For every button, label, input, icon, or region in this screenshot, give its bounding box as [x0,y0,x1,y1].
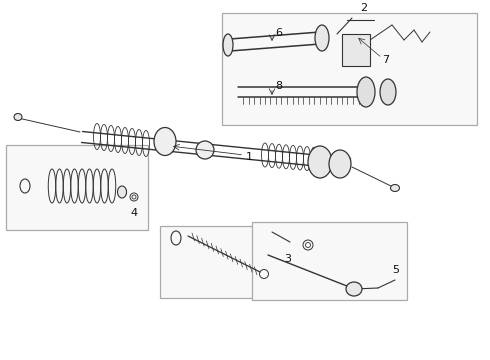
Ellipse shape [154,127,176,156]
Ellipse shape [391,185,399,192]
Ellipse shape [223,34,233,56]
Ellipse shape [380,79,396,105]
Text: 6: 6 [275,28,282,38]
Ellipse shape [346,282,362,296]
Text: 7: 7 [382,55,389,65]
Ellipse shape [14,113,22,121]
Text: 4: 4 [130,208,137,218]
Text: 5: 5 [392,265,399,275]
Bar [252,222,407,300]
Ellipse shape [329,150,351,178]
Text: 3: 3 [284,254,291,264]
Bar [222,13,477,125]
Ellipse shape [118,186,126,198]
Ellipse shape [308,146,332,178]
Polygon shape [342,34,370,66]
Text: 1: 1 [246,152,253,162]
Text: 8: 8 [275,81,282,91]
Bar [160,226,288,298]
Ellipse shape [196,141,214,159]
Ellipse shape [315,25,329,51]
Bar [6,145,148,230]
Text: 2: 2 [360,3,367,13]
Ellipse shape [357,77,375,107]
